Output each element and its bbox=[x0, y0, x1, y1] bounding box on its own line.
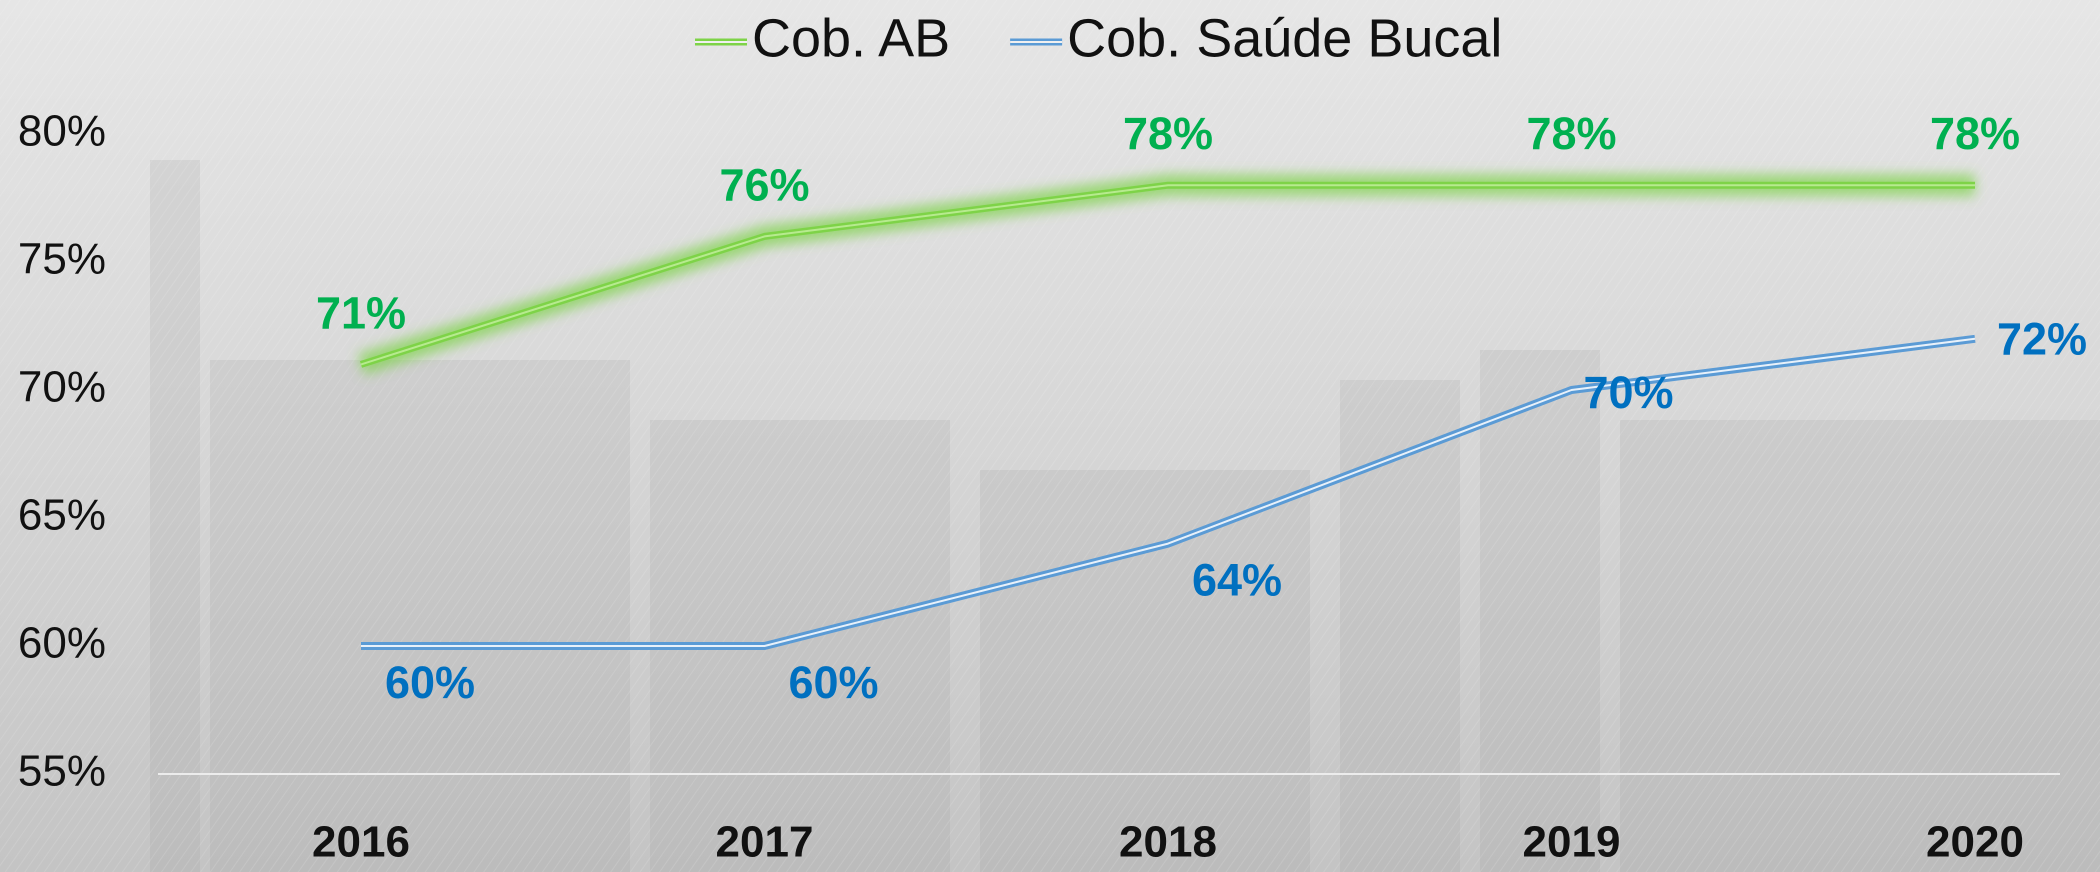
x-tick-label: 2020 bbox=[1926, 818, 2024, 867]
data-label: 60% bbox=[789, 657, 879, 708]
y-tick-label: 70% bbox=[18, 363, 106, 412]
y-tick-label: 60% bbox=[18, 619, 106, 668]
data-label: 78% bbox=[1526, 108, 1616, 159]
data-label: 60% bbox=[385, 657, 475, 708]
x-tick-label: 2016 bbox=[312, 818, 410, 867]
x-tick-label: 2017 bbox=[716, 818, 814, 867]
data-label: 76% bbox=[719, 159, 809, 210]
texture bbox=[0, 0, 2100, 872]
data-label: 78% bbox=[1930, 108, 2020, 159]
legend: Cob. AB Cob. Saúde Bucal bbox=[695, 8, 1502, 68]
data-label: 78% bbox=[1123, 108, 1213, 159]
legend-label: Cob. AB bbox=[752, 8, 950, 68]
y-tick-label: 65% bbox=[18, 491, 106, 540]
legend-label: Cob. Saúde Bucal bbox=[1067, 8, 1502, 68]
x-tick-label: 2018 bbox=[1119, 818, 1217, 867]
data-label: 70% bbox=[1584, 367, 1674, 418]
data-label: 71% bbox=[316, 287, 406, 338]
y-tick-label: 55% bbox=[18, 747, 106, 796]
data-label: 64% bbox=[1192, 554, 1282, 605]
chart: Cob. AB Cob. Saúde Bucal 55% 60% 65% 70% 75% 8… bbox=[0, 0, 2100, 872]
y-tick-label: 80% bbox=[18, 107, 106, 156]
y-tick-label: 75% bbox=[18, 235, 106, 284]
x-tick-label: 2019 bbox=[1523, 818, 1621, 867]
data-label: 72% bbox=[1997, 314, 2087, 365]
